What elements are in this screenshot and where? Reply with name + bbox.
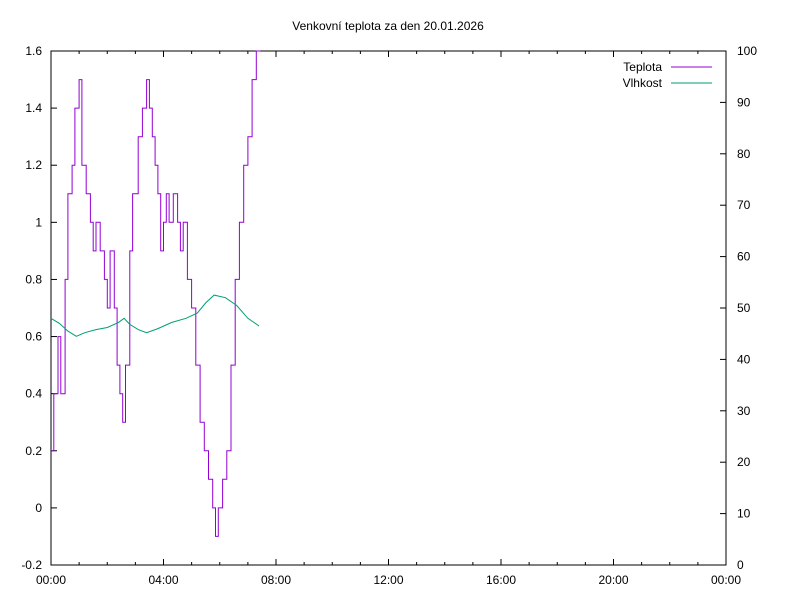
axes: [50, 50, 727, 566]
series-line-teplota: [51, 50, 261, 537]
x-tick-label: 20:00: [598, 573, 628, 587]
y-left-tick-label: 0.2: [25, 444, 42, 458]
x-tick-label: 04:00: [148, 573, 178, 587]
tick-labels: 00:00 04:00 08:00 12:00 16:00 20:00 00:00-0.20…: [21, 44, 757, 587]
y-right-tick-label: 40: [737, 352, 751, 366]
y-right-tick-label: 20: [737, 455, 751, 469]
legend-label-teplota: Teplota: [623, 60, 662, 74]
x-tick-label: 16:00: [486, 573, 516, 587]
x-tick-label: 00:00: [36, 573, 66, 587]
y-left-tick-label: 0.8: [25, 272, 42, 286]
y-right-tick-label: 10: [737, 507, 751, 521]
y-left-tick-label: 1.2: [25, 158, 42, 172]
y-right-tick-label: 50: [737, 301, 751, 315]
y-left-tick-label: -0.2: [21, 558, 42, 572]
y-left-tick-label: 1: [35, 215, 42, 229]
y-left-tick-label: 1.6: [25, 44, 42, 58]
legend: Teplota Vlhkost: [623, 60, 712, 90]
y-left-tick-label: 0: [35, 501, 42, 515]
series-layer: [50, 50, 261, 537]
x-tick-label: 08:00: [261, 573, 291, 587]
y-right-tick-label: 0: [737, 558, 744, 572]
series-line-vlhkost: [50, 294, 260, 337]
y-right-tick-label: 60: [737, 250, 751, 264]
y-right-tick-label: 90: [737, 95, 751, 109]
legend-label-vlhkost: Vlhkost: [623, 76, 663, 90]
y-right-tick-label: 80: [737, 147, 751, 161]
x-tick-label: 00:00: [711, 573, 741, 587]
y-right-tick-label: 30: [737, 404, 751, 418]
y-left-tick-label: 1.4: [25, 101, 42, 115]
y-right-tick-label: 70: [737, 198, 751, 212]
y-left-tick-label: 0.6: [25, 330, 42, 344]
y-right-tick-label: 100: [737, 44, 757, 58]
y-left-tick-label: 0.4: [25, 387, 42, 401]
chart-title: Venkovní teplota za den 20.01.2026: [292, 19, 484, 33]
x-tick-label: 12:00: [373, 573, 403, 587]
